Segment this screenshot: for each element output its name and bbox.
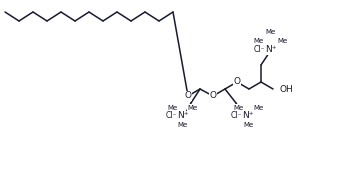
Text: N⁺: N⁺ [242, 112, 254, 121]
Text: Cl⁻: Cl⁻ [253, 45, 265, 54]
Text: Me: Me [178, 122, 188, 128]
Text: Me: Me [253, 105, 263, 111]
Text: Cl⁻: Cl⁻ [165, 112, 177, 121]
Text: Me: Me [278, 38, 288, 44]
Text: Me: Me [168, 105, 178, 111]
Text: Me: Me [254, 38, 264, 44]
Text: O: O [234, 77, 241, 86]
Text: Me: Me [188, 105, 198, 111]
Text: N⁺: N⁺ [177, 112, 189, 121]
Text: O: O [210, 92, 217, 101]
Text: Me: Me [243, 122, 253, 128]
Text: Cl⁻: Cl⁻ [230, 112, 242, 121]
Text: N⁺: N⁺ [265, 45, 277, 54]
Text: Me: Me [266, 29, 276, 35]
Text: O: O [185, 92, 192, 101]
Text: Me: Me [233, 105, 243, 111]
Text: OH: OH [279, 85, 293, 93]
